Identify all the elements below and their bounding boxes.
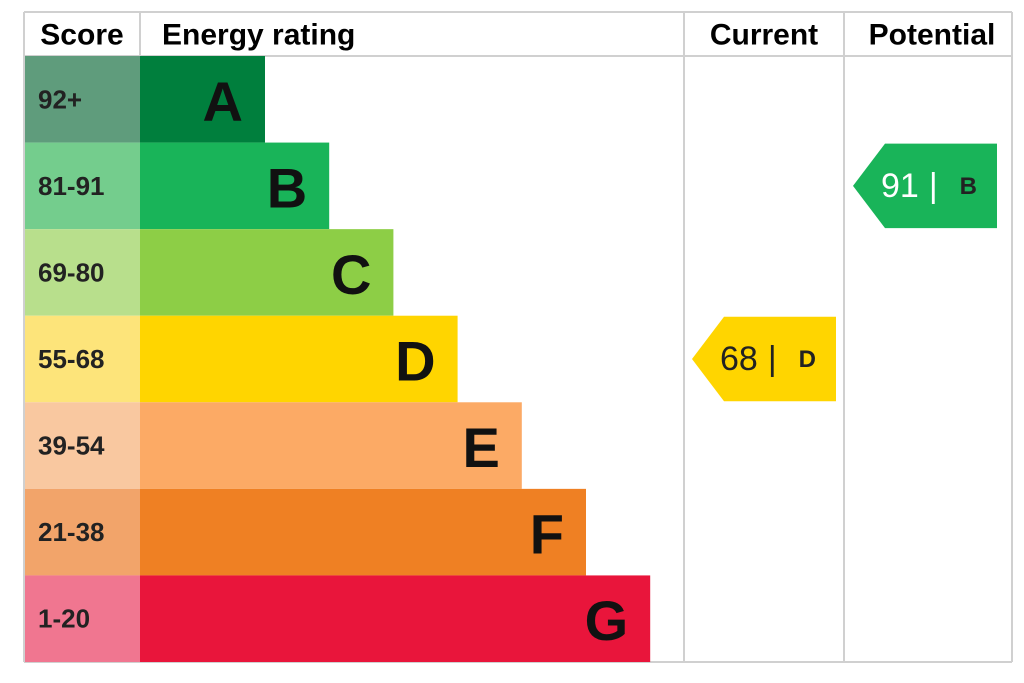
score-cell [25,315,140,403]
score-cell [25,488,140,576]
rating-bar [140,315,458,403]
score-cell [25,142,140,230]
potential-arrow [853,143,997,229]
rating-bar [140,142,330,230]
score-cell [25,402,140,489]
current-label: 68 | D [720,340,816,378]
potential-letter: B [960,172,977,199]
header-score: Score [40,19,123,52]
rating-letter: F [530,503,564,566]
rating-letter: G [585,589,629,652]
score-label: 81-91 [38,171,105,201]
rating-letter: E [462,416,499,479]
current-separator: | [768,340,777,378]
score-label: 1-20 [38,604,90,634]
header-current: Current [710,19,818,52]
score-cell [25,56,140,143]
rating-letter: C [331,243,371,306]
rating-letter: B [267,156,307,219]
current-arrow [692,316,836,402]
score-label: 21-38 [38,517,105,547]
score-label: 39-54 [38,431,105,461]
rating-bar [140,56,265,143]
header-potential: Potential [869,19,996,52]
potential-label: 91 | B [881,167,977,205]
rating-letter: D [395,330,435,393]
header-rating: Energy rating [162,19,355,52]
rating-bar [140,229,394,316]
potential-separator: | [929,167,938,205]
rating-bar [140,575,651,662]
rating-bar [140,488,586,576]
potential-value: 91 [881,167,919,205]
score-cell [25,575,140,662]
current-value: 68 [720,340,758,378]
rating-bar [140,402,522,489]
score-label: 69-80 [38,257,105,287]
current-letter: D [799,346,816,373]
score-cell [25,229,140,316]
score-label: 92+ [38,84,82,114]
rating-letter: A [203,70,243,133]
score-label: 55-68 [38,344,105,374]
